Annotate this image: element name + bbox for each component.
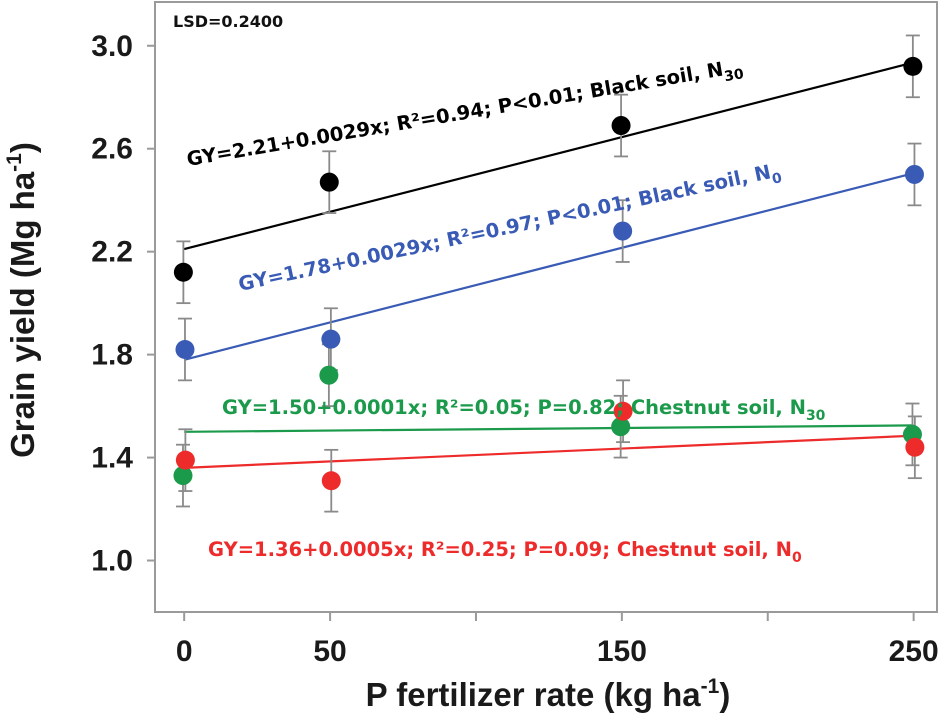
lsd-annotation: LSD=0.2400 <box>173 12 283 31</box>
x-tick-label: 0 <box>176 635 193 668</box>
fit-line <box>183 172 914 361</box>
y-tick-label: 2.2 <box>91 236 133 269</box>
y-tick-label: 1.0 <box>91 545 133 578</box>
plot-frame <box>154 1 938 613</box>
data-point <box>613 401 633 421</box>
axes-layer: 1.0 1.4 1.8 2.2 2.6 3.0 0 50 150 250 <box>91 30 938 668</box>
regression-equation: GY=1.50+0.0001x; R²=0.05; P=0.82; Chestn… <box>222 396 826 424</box>
y-tick-label: 1.4 <box>91 442 133 475</box>
data-point <box>904 164 924 184</box>
data-point <box>175 450 195 470</box>
fit-line <box>183 61 914 251</box>
data-point <box>319 365 339 385</box>
data-point <box>613 221 633 241</box>
data-point <box>175 339 195 359</box>
y-axis-title: Grain yield (Mg ha-1) <box>3 142 41 458</box>
data-point <box>173 466 193 486</box>
data-point <box>903 56 923 76</box>
x-tick-label: 150 <box>597 635 647 668</box>
regression-equation: GY=2.21+0.0029x; R²=0.94; P<0.01; Black … <box>185 54 745 176</box>
data-point <box>611 116 631 136</box>
fit-line <box>184 434 914 469</box>
data-point <box>611 417 631 437</box>
y-tick-label: 3.0 <box>91 30 133 63</box>
fit-line <box>184 424 914 433</box>
data-point <box>173 262 193 282</box>
x-tick-label: 250 <box>889 635 939 668</box>
data-point <box>319 172 339 192</box>
data-point <box>321 471 341 491</box>
regression-equation: GY=1.78+0.0029x; R²=0.97; P<0.01; Black … <box>236 158 783 301</box>
y-tick-label: 1.8 <box>91 339 133 372</box>
regression-equation: GY=1.36+0.0005x; R²=0.25; P=0.09; Chestn… <box>208 538 802 566</box>
y-tick-label: 2.6 <box>91 133 133 166</box>
x-axis-title: P fertilizer rate (kg ha-1) <box>366 675 731 713</box>
fit-lines <box>183 61 914 469</box>
data-point <box>905 437 925 457</box>
data-points <box>173 56 925 491</box>
x-tick-label: 50 <box>313 635 346 668</box>
labels: GY=2.21+0.0029x; R²=0.94; P<0.01; Black … <box>185 54 826 566</box>
data-point <box>321 329 341 349</box>
